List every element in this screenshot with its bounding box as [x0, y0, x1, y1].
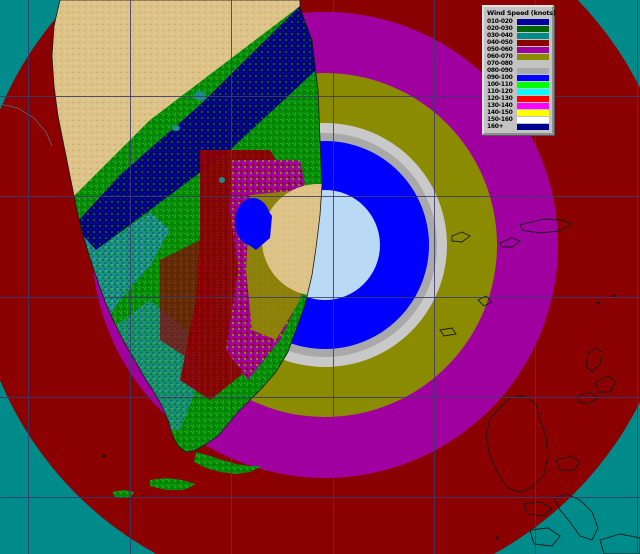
bahamas-islands: [102, 218, 617, 547]
legend-item-label: 130-140: [487, 102, 513, 109]
legend-item: 060-070: [487, 53, 549, 60]
grid-line-vertical: [535, 0, 536, 554]
grid-line-horizontal: [0, 397, 640, 398]
legend-item-swatch: [516, 18, 549, 25]
legend-item: 010-020: [487, 18, 549, 25]
legend-item: 090-100: [487, 74, 549, 81]
legend-item-label: 040-050: [487, 39, 513, 46]
legend-item-label: 140-150: [487, 109, 513, 116]
legend-item-label: 100-110: [487, 81, 513, 88]
legend-item: 120-130: [487, 95, 549, 102]
legend-item-swatch: [516, 95, 549, 102]
legend-item-label: 050-060: [487, 46, 513, 53]
legend-item-label: 070-080: [487, 60, 513, 67]
legend-item: 100-110: [487, 81, 549, 88]
legend-item-swatch: [516, 109, 549, 116]
legend-item-label: 010-020: [487, 18, 513, 25]
grid-line-vertical: [130, 0, 131, 554]
legend-item: 140-150: [487, 109, 549, 116]
legend-item-swatch: [516, 32, 549, 39]
legend-item-label: 110-120: [487, 88, 513, 95]
legend-rows: 010-020 020-030 030-040 040-050 050-060 060-0…: [487, 18, 549, 130]
legend-item-swatch: [516, 60, 549, 67]
legend-item: 150-160: [487, 116, 549, 123]
legend-item-label: 160+: [487, 123, 504, 130]
legend-item-swatch: [516, 88, 549, 95]
cuba-outline: [599, 533, 640, 554]
grid-line-vertical: [28, 0, 29, 554]
legend-item: 130-140: [487, 102, 549, 109]
grid-line-horizontal: [0, 497, 640, 498]
legend-item-swatch: [516, 116, 549, 123]
legend-item-swatch: [516, 123, 549, 130]
grid-line-horizontal: [0, 96, 640, 97]
legend-item-swatch: [516, 46, 549, 53]
legend-item: 020-030: [487, 25, 549, 32]
legend-item-swatch: [516, 39, 549, 46]
legend-item-swatch: [516, 102, 549, 109]
legend-item: 030-040: [487, 32, 549, 39]
legend-item-label: 080-090: [487, 67, 513, 74]
wind-speed-legend: Wind Speed (knots) 010-020 020-030 030-040…: [482, 5, 556, 135]
legend-title: Wind Speed (knots): [487, 9, 556, 17]
legend-item: 080-090: [487, 67, 549, 74]
legend-item-swatch: [516, 81, 549, 88]
legend-item-label: 090-100: [487, 74, 513, 81]
legend-item-label: 030-040: [487, 32, 513, 39]
grid-line-vertical: [637, 0, 638, 554]
legend-item: 110-120: [487, 88, 549, 95]
legend-item: 070-080: [487, 60, 549, 67]
legend-item-label: 060-070: [487, 53, 513, 60]
grid-line-vertical: [434, 0, 435, 554]
gulf-shelf-line: [0, 103, 53, 147]
legend-item: 050-060: [487, 46, 549, 53]
legend-item: 040-050: [487, 39, 549, 46]
legend-item-swatch: [516, 67, 549, 74]
legend-item-swatch: [516, 53, 549, 60]
grid-line-horizontal: [0, 297, 640, 298]
legend-item-label: 020-030: [487, 25, 513, 32]
grid-line-vertical: [231, 0, 232, 554]
grid-line-vertical: [333, 0, 334, 554]
legend-item-swatch: [516, 74, 549, 81]
legend-item: 160+: [487, 123, 549, 130]
legend-item-label: 150-160: [487, 116, 513, 123]
florida-coastline: [51, 0, 323, 453]
legend-item-label: 120-130: [487, 95, 513, 102]
grid-line-horizontal: [0, 196, 640, 197]
legend-item-swatch: [516, 25, 549, 32]
